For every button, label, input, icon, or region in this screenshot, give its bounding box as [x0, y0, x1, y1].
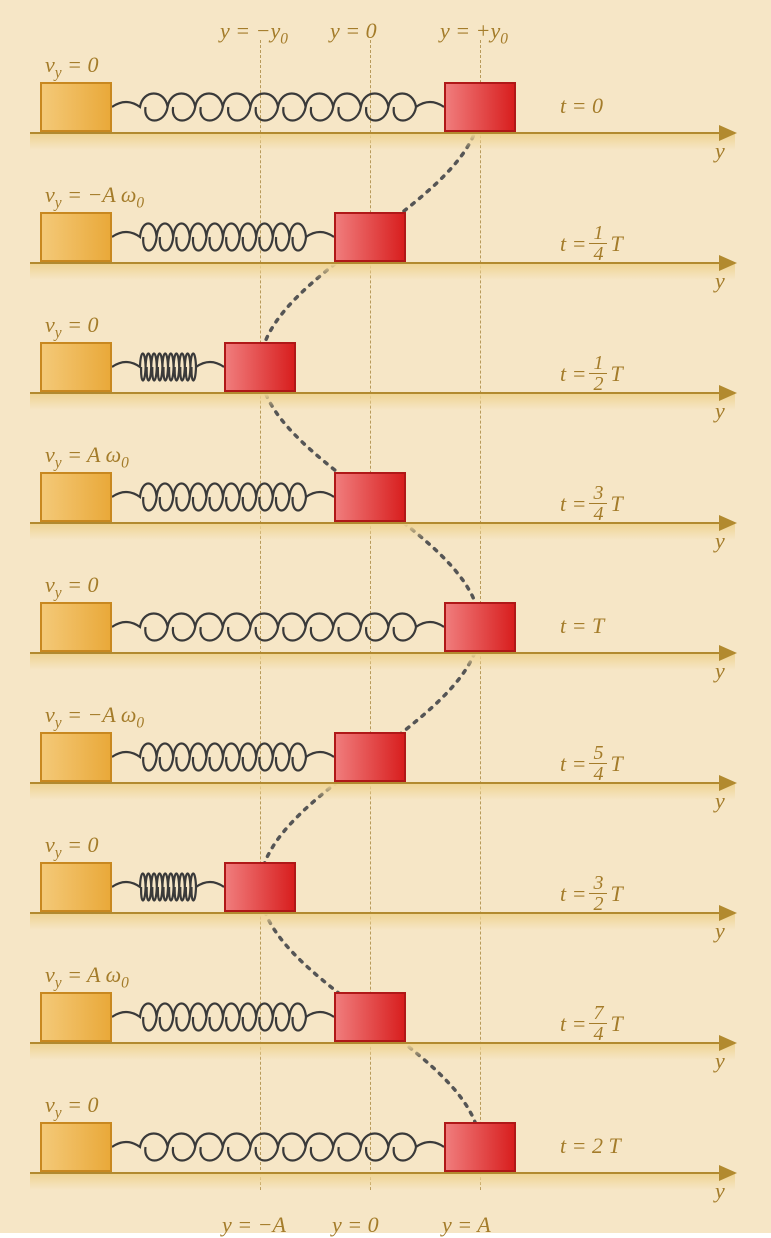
mass-block: [444, 82, 516, 132]
wall-block: [40, 82, 112, 132]
floor: [30, 262, 735, 280]
wall-block: [40, 862, 112, 912]
floor: [30, 522, 735, 540]
bottom-guide-label: y = −A: [222, 1212, 286, 1238]
velocity-label: vy = 0: [45, 1092, 98, 1122]
y-axis-label: y: [715, 1048, 725, 1074]
mass-block: [334, 732, 406, 782]
top-guide-label: y = +y0: [440, 18, 508, 48]
wall-block: [40, 992, 112, 1042]
wall-block: [40, 212, 112, 262]
time-label: t = 32 T: [560, 873, 623, 914]
time-label: t = 2 T: [560, 1133, 621, 1159]
top-guide-label: y = 0: [330, 18, 377, 44]
top-guide-label: y = −y0: [220, 18, 288, 48]
mass-block: [444, 602, 516, 652]
time-label: t = 0: [560, 93, 603, 119]
velocity-label: vy = 0: [45, 52, 98, 82]
floor: [30, 132, 735, 150]
mass-block: [444, 1122, 516, 1172]
mass-block: [334, 472, 406, 522]
velocity-label: vy = A ω0: [45, 442, 129, 472]
velocity-label: vy = −A ω0: [45, 182, 144, 212]
wall-block: [40, 472, 112, 522]
time-label: t = T: [560, 613, 604, 639]
time-label: t = 74 T: [560, 1003, 623, 1044]
y-axis-label: y: [715, 138, 725, 164]
spring: [112, 607, 444, 647]
floor: [30, 782, 735, 800]
spring: [112, 217, 334, 257]
floor: [30, 1042, 735, 1060]
mass-block: [334, 212, 406, 262]
floor: [30, 392, 735, 410]
floor: [30, 1172, 735, 1190]
spring: [112, 737, 334, 777]
y-axis-label: y: [715, 788, 725, 814]
wall-block: [40, 342, 112, 392]
time-label: t = 34 T: [560, 483, 623, 524]
time-label: t = 12 T: [560, 353, 623, 394]
spring: [112, 347, 224, 387]
floor: [30, 912, 735, 930]
mass-block: [224, 862, 296, 912]
spring: [112, 867, 224, 907]
wall-block: [40, 732, 112, 782]
velocity-label: vy = 0: [45, 832, 98, 862]
y-axis-label: y: [715, 528, 725, 554]
spring: [112, 477, 334, 517]
spring: [112, 997, 334, 1037]
spring: [112, 87, 444, 127]
mass-block: [224, 342, 296, 392]
wall-block: [40, 1122, 112, 1172]
y-axis-label: y: [715, 268, 725, 294]
velocity-label: vy = 0: [45, 572, 98, 602]
bottom-guide-label: y = A: [442, 1212, 491, 1238]
wall-block: [40, 602, 112, 652]
y-axis-label: y: [715, 658, 725, 684]
bottom-guide-label: y = 0: [332, 1212, 379, 1238]
velocity-label: vy = −A ω0: [45, 702, 144, 732]
y-axis-label: y: [715, 1178, 725, 1204]
spring: [112, 1127, 444, 1167]
floor: [30, 652, 735, 670]
time-label: t = 14 T: [560, 223, 623, 264]
mass-block: [334, 992, 406, 1042]
time-label: t = 54 T: [560, 743, 623, 784]
y-axis-label: y: [715, 398, 725, 424]
y-axis-label: y: [715, 918, 725, 944]
velocity-label: vy = A ω0: [45, 962, 129, 992]
velocity-label: vy = 0: [45, 312, 98, 342]
